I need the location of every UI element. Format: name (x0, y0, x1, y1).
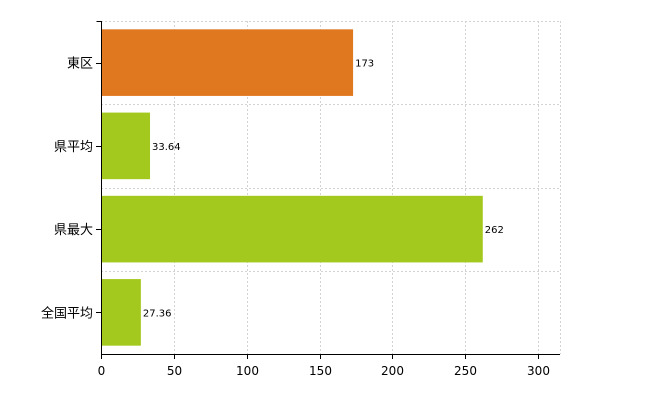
category-label: 東区 (67, 56, 93, 72)
x-tick-label: 50 (167, 364, 182, 378)
x-tick-label: 250 (454, 364, 477, 378)
category-label: 県最大 (54, 223, 93, 238)
category-label: 県平均 (54, 140, 93, 155)
bars (101, 29, 483, 346)
data-label: 27.36 (143, 308, 172, 319)
x-tick-label: 200 (381, 364, 404, 378)
axes (96, 21, 560, 359)
labels: 173 東区 33.64 県平均 262 県最大 27.36 全国平均 0 50 100 150 200… (41, 56, 550, 378)
bar (101, 29, 354, 96)
category-label: 全国平均 (41, 305, 93, 321)
bar (101, 112, 151, 180)
x-tick-label: 300 (527, 364, 550, 378)
x-tick-label: 150 (309, 364, 332, 378)
x-tick-label: 100 (236, 364, 259, 378)
bar (101, 279, 141, 346)
x-tick-label: 0 (98, 364, 106, 378)
data-label: 173 (355, 59, 374, 70)
data-label: 262 (485, 225, 504, 236)
data-label: 33.64 (152, 142, 181, 153)
bar (101, 195, 483, 263)
